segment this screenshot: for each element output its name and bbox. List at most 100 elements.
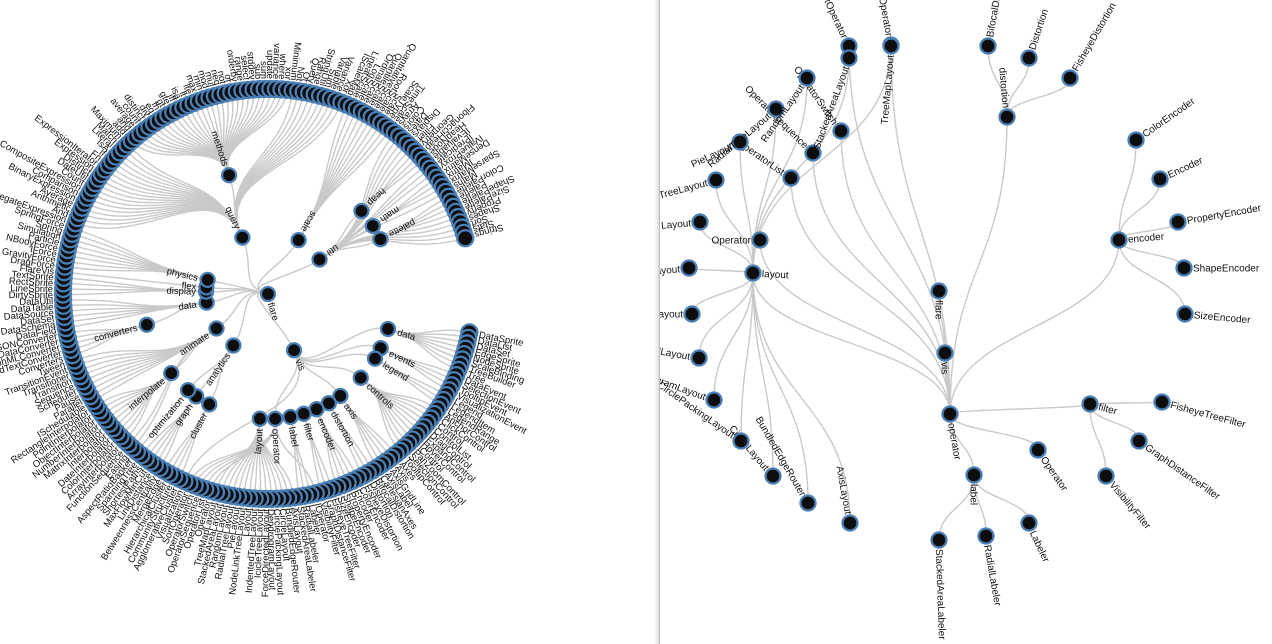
radial-node-dot-util[interactable] — [311, 251, 328, 268]
zoom-node-dot-distortion[interactable] — [1020, 49, 1038, 67]
zoom-node-dot-random-layout[interactable] — [798, 69, 816, 87]
zoom-node-distortion[interactable]: distortion — [996, 67, 1016, 126]
zoom-node-dot-fisheye-tree-filter[interactable] — [1153, 393, 1171, 411]
zoom-node-dot-layout[interactable] — [744, 264, 762, 282]
zoom-node-dot-layout[interactable] — [691, 213, 709, 231]
zoom-node-dot-encoder[interactable] — [1110, 231, 1128, 249]
zoom-node-fisheye-distortion[interactable]: FisheyeDistortion — [1061, 1, 1119, 87]
zoom-node-label[interactable]: label — [965, 466, 983, 506]
zoom-node-dot-stacked-area-labeler[interactable] — [930, 531, 948, 549]
zoom-node-dot-distortion[interactable] — [998, 108, 1016, 126]
panel-divider[interactable] — [654, 0, 664, 644]
zoom-node-dot-radial-tree-layout[interactable] — [767, 100, 785, 118]
zoom-node-property-encoder[interactable]: PropertyEncoder — [1169, 203, 1263, 231]
radial-node-vis[interactable]: vis — [285, 342, 307, 373]
radial-node-dot-interpolate[interactable] — [163, 365, 180, 382]
radial-node-dot-cluster[interactable] — [201, 396, 218, 413]
radial-node-dot-animate[interactable] — [208, 320, 225, 337]
zoom-node-dot-encoder[interactable] — [1151, 170, 1169, 188]
zoom-node-dot-circle-layout[interactable] — [764, 467, 782, 485]
radial-node-query[interactable]: query — [223, 205, 251, 246]
zoom-node-dot-graph-distance-filter[interactable] — [1130, 432, 1148, 450]
zoom-node-sort-operator[interactable]: SortOperator — [815, 0, 858, 55]
zoom-node-dot-operator-sequence[interactable] — [804, 144, 822, 162]
zoom-node-shape-encoder[interactable]: ShapeEncoder — [1175, 259, 1260, 277]
radial-node-dot-heap[interactable] — [353, 202, 370, 220]
zoom-node-dot-operator-list[interactable] — [782, 169, 800, 187]
radial-node-dot-data[interactable] — [379, 320, 397, 338]
zoom-node-dot-color-encoder[interactable] — [1127, 131, 1145, 149]
zoom-node-indented-tree-layout[interactable]: IndentedTreeLayout — [660, 259, 698, 284]
radial-node-dot-layout[interactable] — [251, 410, 268, 427]
zoom-node-dot-icicle-tree-layout[interactable] — [683, 305, 701, 323]
zoom-node-operator2[interactable]: Operator — [712, 231, 769, 249]
radial-node-filter[interactable]: filter — [295, 405, 316, 443]
zoom-node-dot-label[interactable] — [965, 466, 983, 484]
zoom-node-dot-flare[interactable] — [930, 282, 948, 300]
zoom-node-stacked-area-labeler[interactable]: StackedAreaLabeler — [930, 531, 948, 641]
radial-node-analytics[interactable]: analytics — [204, 337, 242, 388]
zoom-node-force-directed-layout[interactable]: ForceDirectedLayout — [660, 336, 708, 367]
zoom-node-dot-filter[interactable] — [1081, 395, 1099, 413]
radial-node-dot-operator[interactable] — [267, 410, 284, 427]
radial-node-dot-controls[interactable] — [352, 369, 369, 386]
zoom-node-dot-axis-layout[interactable] — [841, 514, 859, 532]
zoom-node-graph-distance-filter[interactable]: GraphDistanceFilter — [1130, 432, 1223, 503]
radial-node-data[interactable]: data — [379, 320, 417, 343]
zoom-node-dot-operator-switch[interactable] — [832, 122, 850, 140]
zoom-node-dot-labeler[interactable] — [1020, 514, 1038, 532]
radial-node-dot-flare[interactable] — [259, 285, 277, 303]
zoom-node-operator[interactable]: Operator — [1029, 441, 1070, 494]
zoom-node-dot-property-encoder[interactable] — [1169, 213, 1187, 231]
zoom-node-dot-operator[interactable] — [1029, 441, 1047, 459]
zoom-node-dot-circle-packing-layout[interactable] — [732, 432, 750, 450]
zoom-node-layout[interactable]: Layout — [661, 213, 709, 232]
zoom-node-labeler[interactable]: Labeler — [1020, 514, 1052, 565]
radial-node-dot-optimization[interactable] — [179, 381, 197, 399]
zoom-node-icicle-tree-layout[interactable]: IcicleTreeLayout — [660, 305, 701, 323]
radial-node-dot-palette[interactable] — [372, 231, 389, 248]
radial-tree-panel[interactable]: flare vis data DataSprite DataList DataSet Edg… — [0, 0, 656, 644]
zoom-node-dot-fisheye-distortion[interactable] — [1061, 69, 1079, 87]
zoom-node-dot-bifocal-distortion[interactable] — [979, 37, 997, 55]
zoom-node-fisheye-tree-filter[interactable]: FisheyeTreeFilter — [1153, 393, 1248, 431]
zoom-node-dot-force-directed-layout[interactable] — [690, 349, 708, 367]
radial-node-animate[interactable]: animate — [178, 320, 225, 358]
zoom-node-color-encoder[interactable]: ColorEncoder — [1127, 96, 1198, 149]
zoom-node-bifocal-distortion[interactable]: BifocalDistortion — [979, 0, 1009, 55]
radial-node-dot-strings[interactable] — [456, 229, 475, 248]
radial-node-dot-query[interactable] — [234, 229, 251, 246]
radial-node-dot-physics[interactable] — [199, 271, 216, 289]
radial-node-dot-filter[interactable] — [295, 405, 312, 422]
radial-node-dot-math[interactable] — [364, 217, 381, 235]
zoom-node-size-encoder[interactable]: SizeEncoder — [1176, 305, 1252, 327]
zoom-node-dot-tree-map-layout[interactable] — [882, 37, 900, 55]
radial-node-layout[interactable]: layout — [251, 410, 268, 455]
radial-node-dot-label[interactable] — [282, 408, 299, 426]
zoom-node-dot-pie-layout[interactable] — [731, 133, 749, 151]
radial-node-dot-axis[interactable] — [332, 387, 349, 405]
radial-node-dot-legend[interactable] — [366, 350, 384, 367]
zoom-node-dot-visibility-filter[interactable] — [1097, 467, 1115, 485]
radial-node-dot-methods[interactable] — [220, 167, 238, 184]
zoom-node-dot-size-encoder[interactable] — [1176, 305, 1194, 323]
radial-node-flare[interactable]: flare — [259, 285, 281, 322]
radial-node-dot-vis[interactable] — [285, 342, 303, 359]
zoom-node-dot-operator2[interactable] — [751, 231, 769, 249]
zoom-node-dot-indented-tree-layout[interactable] — [680, 259, 698, 277]
radial-node-operator[interactable]: operator — [267, 410, 284, 465]
radial-node-label[interactable]: label — [282, 408, 300, 448]
radial-node-scale[interactable]: scale — [290, 209, 319, 249]
radial-node-dot-analytics[interactable] — [225, 337, 242, 354]
zoom-node-node-link-tree-layout[interactable]: NodeLinkTreeLayout — [660, 171, 725, 213]
zoom-node-dot-dendrogram-layout[interactable] — [705, 391, 723, 409]
radial-node-controls[interactable]: controls — [352, 369, 396, 412]
zoom-node-axis-layout[interactable]: AxisLayout — [834, 465, 859, 532]
zoom-node-dot-bundled-edge-router[interactable] — [799, 494, 817, 512]
zoom-node-dot-radial-labeler[interactable] — [977, 527, 995, 545]
zoom-node-filter[interactable]: filter — [1081, 395, 1119, 418]
zoom-node-dot-operator[interactable] — [941, 405, 959, 423]
zoom-node-dot-stacked-area-layout[interactable] — [840, 49, 858, 67]
radial-node-dot-converters[interactable] — [138, 316, 155, 333]
